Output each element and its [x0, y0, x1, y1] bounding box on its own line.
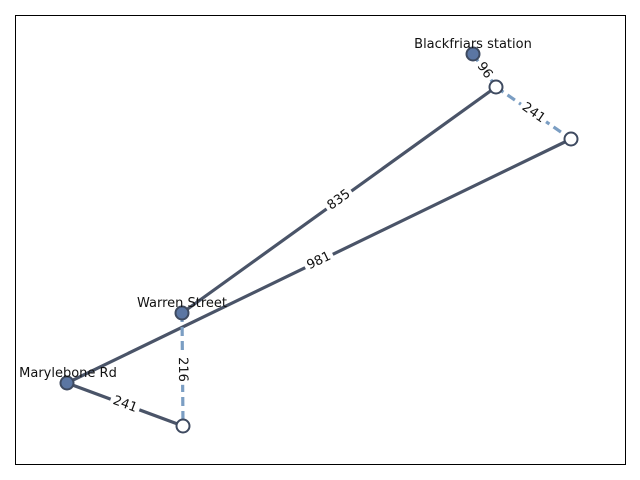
plot-frame: [15, 15, 626, 465]
edge-label-group: 835: [321, 183, 357, 217]
node-warren: [174, 305, 190, 321]
edge-label: 241: [111, 393, 139, 416]
edge-label-background: [470, 56, 499, 85]
edge-label-group: 96: [470, 56, 499, 85]
node-marylebone: [59, 375, 75, 391]
edge-label-group: 241: [107, 390, 143, 419]
edge-label-background: [173, 354, 192, 385]
node-n6: [175, 418, 191, 434]
node-label-marylebone: Marylebone Rd: [19, 366, 117, 381]
edges-layer: [65, 53, 573, 428]
edge-label-background: [301, 246, 337, 276]
node-n3: [563, 131, 579, 147]
node-n2: [488, 79, 504, 95]
edge-label-group: 241: [515, 96, 552, 130]
node-label-warren: Warren Street: [137, 296, 227, 311]
node-label-blackfriars: Blackfriars station: [414, 37, 532, 52]
edge-label-background: [321, 183, 357, 217]
edge-label-background: [515, 96, 552, 130]
edge-label-group: 981: [301, 246, 337, 276]
edge-labels-layer: 96 241 835 981 216 241: [107, 56, 552, 419]
nodes-layer: [59, 46, 579, 434]
edge-label-group: 216: [173, 354, 192, 385]
node-labels-layer: Blackfriars station Warren Street Marylebo…: [19, 37, 532, 381]
node-blackfriars: [465, 46, 481, 62]
edge-label-background: [107, 390, 143, 419]
edge-label: 216: [175, 357, 190, 382]
